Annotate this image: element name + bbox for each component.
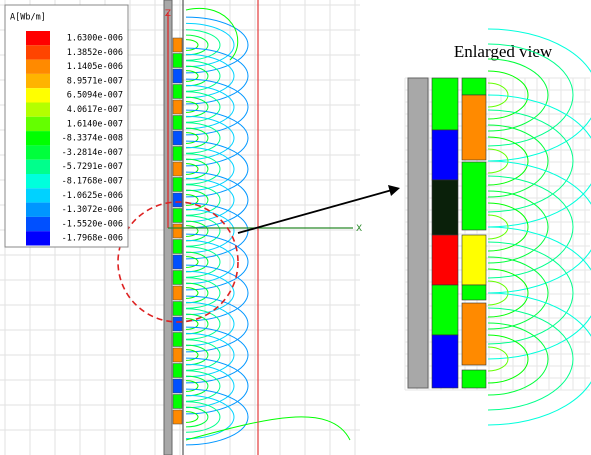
magnet [173, 302, 182, 316]
legend-label: -8.1768e-007 [62, 177, 123, 187]
magnet [432, 130, 458, 180]
magnet [173, 379, 182, 393]
magnet [173, 38, 182, 52]
magnet [173, 85, 182, 99]
magnet [173, 54, 182, 68]
magnet [173, 348, 182, 362]
field-line [186, 79, 248, 135]
magnet [462, 370, 486, 388]
legend-swatch [26, 60, 50, 74]
legend-swatch [26, 217, 50, 231]
field-line [488, 293, 591, 425]
magnet [173, 410, 182, 424]
legend-swatch [26, 45, 50, 59]
magnet [173, 317, 182, 331]
magnet [432, 180, 458, 235]
magnet [432, 335, 458, 388]
field-line [186, 358, 248, 414]
magnet [462, 303, 486, 365]
page: {"legend": {"title": "A[Wb/m]", "entries… [0, 0, 591, 455]
legend-swatch [26, 131, 50, 145]
legend-label: -1.5520e-006 [62, 219, 123, 229]
magnet [462, 95, 486, 160]
field-line [488, 161, 591, 293]
legend-label: -8.3374e-008 [62, 134, 123, 144]
legend-label: -3.2814e-007 [62, 148, 123, 158]
field-line [186, 265, 248, 321]
field-line [488, 95, 591, 227]
zoom-arrow [238, 190, 392, 233]
legend-swatch [26, 88, 50, 102]
magnet [462, 162, 486, 230]
legend-label: 1.1405e-006 [67, 62, 123, 72]
legend-swatch [26, 231, 50, 245]
magnet [173, 100, 182, 114]
magnet [173, 147, 182, 161]
legend-label: -1.7968e-006 [62, 234, 123, 244]
magnet [173, 286, 182, 300]
magnet [173, 209, 182, 223]
legend-swatch [26, 145, 50, 159]
field-line [186, 141, 248, 197]
legend-label: -5.7291e-007 [62, 162, 123, 172]
magnet [173, 69, 182, 83]
field-line [186, 110, 248, 166]
field-line [488, 227, 591, 359]
legend-title: A[Wb/m] [10, 13, 46, 23]
magnet [173, 193, 182, 207]
magnet [173, 255, 182, 269]
legend-label: 6.5094e-007 [67, 91, 123, 101]
magnet [432, 285, 458, 335]
legend-swatch [26, 31, 50, 45]
legend: A[Wb/m] 1.6300e-006 1.3852e-006 1.1405e-006… [5, 5, 128, 247]
legend-label: 8.9571e-007 [67, 76, 123, 86]
yoke [408, 78, 428, 388]
legend-label: 1.6300e-006 [67, 34, 123, 44]
magnet [173, 131, 182, 145]
magnet [462, 285, 486, 300]
legend-label: 4.0617e-007 [67, 105, 123, 115]
magnet [173, 224, 182, 238]
field-line [186, 203, 248, 259]
legend-label: -1.0625e-006 [62, 191, 123, 201]
field-line [186, 17, 248, 73]
magnet [173, 178, 182, 192]
magnet [173, 271, 182, 285]
magnet [462, 235, 486, 285]
magnet [173, 116, 182, 130]
legend-swatch [26, 117, 50, 131]
field-line [186, 296, 248, 352]
field-line [186, 417, 350, 440]
legend-swatch [26, 174, 50, 188]
arrow-head [388, 185, 400, 196]
z-label: Z [165, 9, 171, 19]
magnet [173, 364, 182, 378]
magnet [173, 395, 182, 409]
magnet [432, 78, 458, 130]
x-label: X [356, 224, 362, 234]
legend-swatch [26, 74, 50, 88]
figure: Enlarged view ZXA[Wb/m]1.6300e-0061.3852… [0, 0, 591, 455]
magnet [462, 78, 486, 95]
legend-swatch [26, 103, 50, 117]
magnet [173, 162, 182, 176]
legend-swatch [26, 160, 50, 174]
legend-label: -1.3072e-006 [62, 205, 123, 215]
field-line [186, 389, 248, 445]
magnet [173, 240, 182, 254]
magnet [173, 333, 182, 347]
magnet [432, 235, 458, 285]
field-line [186, 48, 248, 104]
legend-swatch [26, 188, 50, 202]
legend-label: 1.6140e-007 [67, 119, 123, 129]
legend-swatch [26, 203, 50, 217]
legend-label: 1.3852e-006 [67, 48, 123, 58]
